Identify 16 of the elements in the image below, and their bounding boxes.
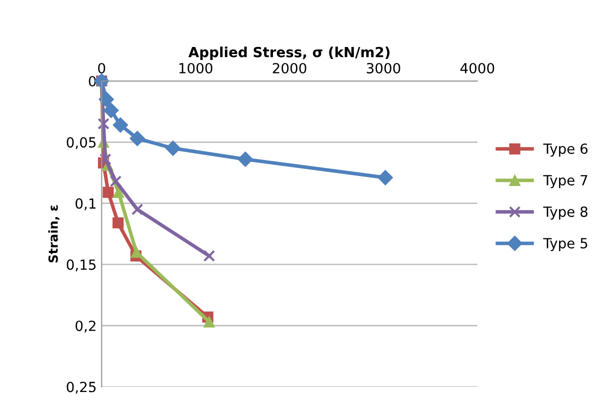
x-tick-label: 3000: [366, 62, 400, 74]
legend-label: Type 5: [543, 238, 588, 252]
legend-label: Type 7: [543, 175, 588, 188]
legend-label: Type 8: [543, 206, 588, 220]
x-tick-label: 1000: [179, 62, 212, 74]
y-tick-label: 0,2: [76, 320, 96, 333]
x-tick-label: 4000: [460, 62, 494, 74]
y-tick-label: 0,05: [66, 137, 96, 150]
x-axis-title: Applied Stress, σ (kN/m2): [188, 46, 390, 60]
y-axis-title: Strain, ε: [48, 205, 60, 262]
x-tick-label: 0: [98, 62, 106, 74]
y-tick-label: 0,15: [66, 259, 96, 272]
legend-label: Type 6: [543, 143, 588, 157]
x-tick-label: 2000: [272, 62, 306, 74]
y-tick-label: 0,25: [66, 382, 96, 394]
y-tick-label: 0,1: [76, 198, 96, 210]
